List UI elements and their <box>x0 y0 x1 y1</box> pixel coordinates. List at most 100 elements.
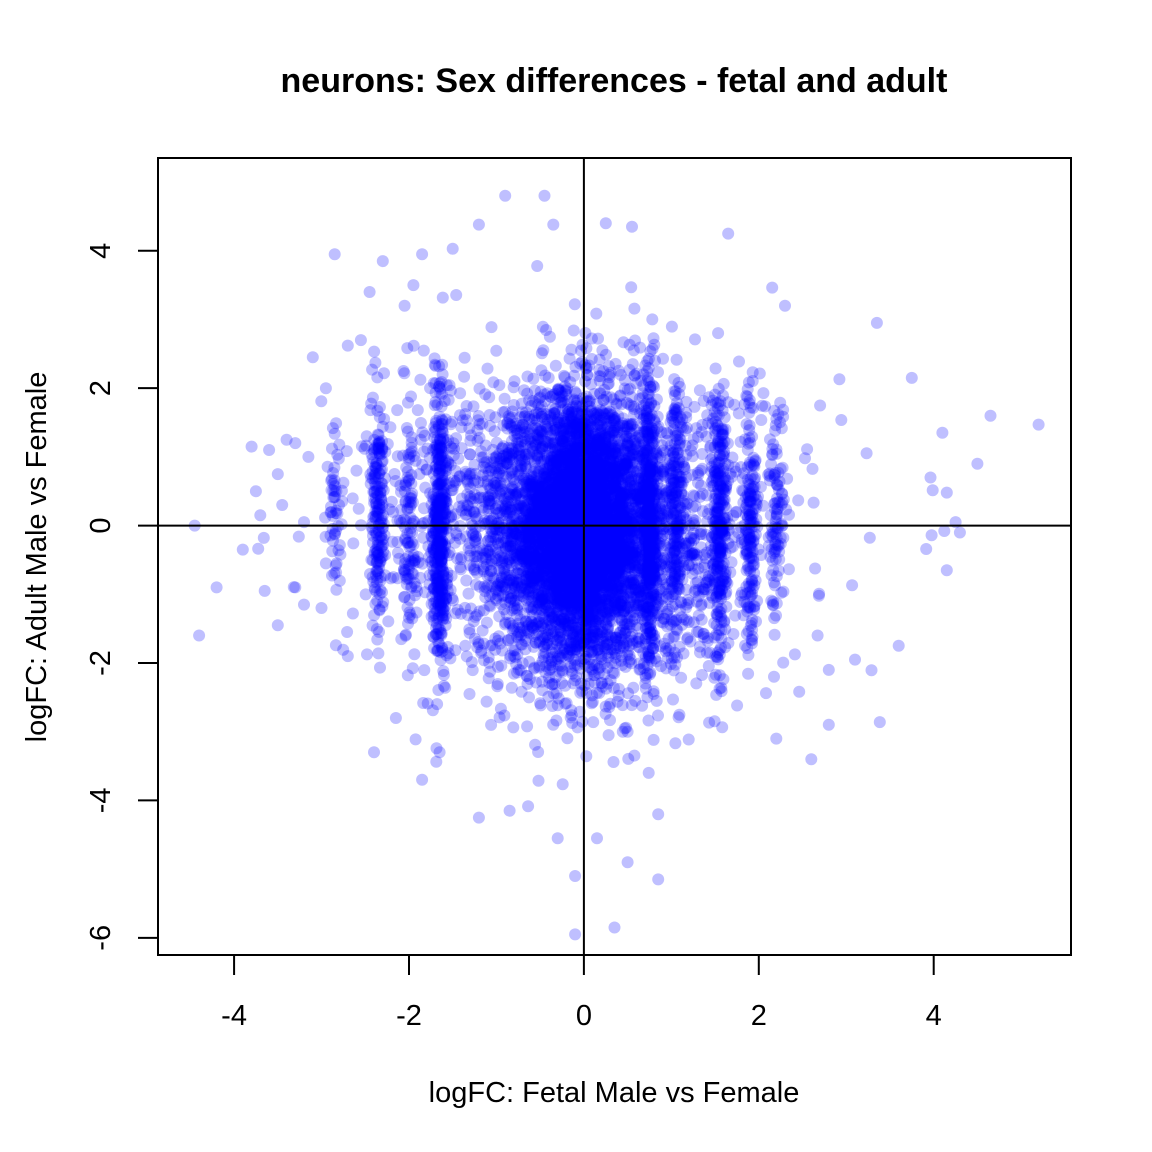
data-point <box>527 466 540 479</box>
data-point <box>544 408 557 421</box>
data-point <box>529 618 542 631</box>
data-point <box>537 344 550 357</box>
data-point <box>598 527 611 540</box>
data-point <box>580 750 593 763</box>
data-point <box>570 527 583 539</box>
data-point <box>637 399 650 412</box>
data-point <box>604 714 616 727</box>
data-point <box>593 364 606 376</box>
data-point <box>571 485 584 498</box>
data-point <box>597 515 610 528</box>
data-point <box>603 701 616 713</box>
data-point <box>556 582 569 595</box>
data-point <box>617 575 630 588</box>
data-point <box>564 557 577 570</box>
data-point <box>613 472 626 485</box>
data-point <box>604 555 617 568</box>
data-point <box>608 518 621 530</box>
data-point <box>558 436 571 449</box>
data-point <box>542 464 555 477</box>
data-point <box>576 417 589 430</box>
data-point <box>565 462 578 475</box>
data-point <box>550 569 563 582</box>
data-point <box>489 523 502 536</box>
data-point <box>414 373 427 386</box>
data-point <box>551 572 564 585</box>
data-point <box>550 606 563 619</box>
data-point <box>613 434 626 447</box>
data-point <box>594 488 607 501</box>
data-point <box>599 551 612 564</box>
data-point <box>602 550 615 563</box>
data-point <box>548 527 561 540</box>
data-point <box>623 610 636 622</box>
data-point <box>568 526 581 539</box>
data-point <box>630 505 643 518</box>
data-point <box>594 458 606 471</box>
data-point <box>529 569 542 582</box>
data-point <box>552 592 565 605</box>
data-point <box>573 579 586 592</box>
data-point <box>549 532 562 545</box>
data-point <box>558 600 571 613</box>
data-point <box>546 470 559 483</box>
data-point <box>603 368 616 381</box>
points-layer <box>188 189 1045 941</box>
data-point <box>530 528 543 541</box>
data-point <box>517 524 530 537</box>
data-point <box>587 590 600 603</box>
data-point <box>586 512 599 524</box>
data-point <box>601 507 614 520</box>
data-point <box>604 526 617 539</box>
data-point <box>562 616 574 629</box>
data-point <box>545 607 558 620</box>
data-point <box>599 466 612 479</box>
data-point <box>573 592 586 605</box>
data-point <box>570 480 583 493</box>
data-point <box>582 571 595 584</box>
data-point <box>585 579 598 592</box>
data-point <box>592 433 604 446</box>
data-point <box>551 553 564 566</box>
data-point <box>601 539 614 552</box>
data-point <box>582 463 595 476</box>
data-point <box>547 438 560 450</box>
data-point <box>584 538 597 551</box>
data-point <box>543 461 556 474</box>
data-point <box>529 455 541 468</box>
data-point <box>625 281 638 294</box>
data-point <box>606 555 619 568</box>
data-point <box>583 563 596 576</box>
data-point <box>601 603 614 616</box>
data-point <box>527 494 539 506</box>
data-point <box>569 416 582 428</box>
data-point <box>571 486 584 499</box>
data-point <box>562 485 575 498</box>
data-point <box>411 404 424 417</box>
data-point <box>617 591 630 604</box>
data-point <box>547 563 560 575</box>
data-point <box>510 576 523 589</box>
data-point <box>573 415 585 428</box>
data-point <box>544 430 557 443</box>
data-point <box>569 495 582 508</box>
data-point <box>709 362 722 375</box>
data-point <box>548 585 561 598</box>
data-point <box>463 688 476 700</box>
data-point <box>576 468 589 481</box>
data-point <box>595 535 607 548</box>
data-point <box>458 351 471 364</box>
data-point <box>579 542 592 555</box>
data-point <box>606 448 619 461</box>
data-point <box>556 502 569 515</box>
data-point <box>503 556 516 569</box>
data-point <box>540 512 553 525</box>
data-point <box>501 448 514 461</box>
data-point <box>608 547 621 560</box>
data-point <box>589 440 602 453</box>
data-point <box>533 576 546 589</box>
data-point <box>623 432 636 445</box>
data-point <box>594 650 607 663</box>
data-point <box>566 468 579 480</box>
